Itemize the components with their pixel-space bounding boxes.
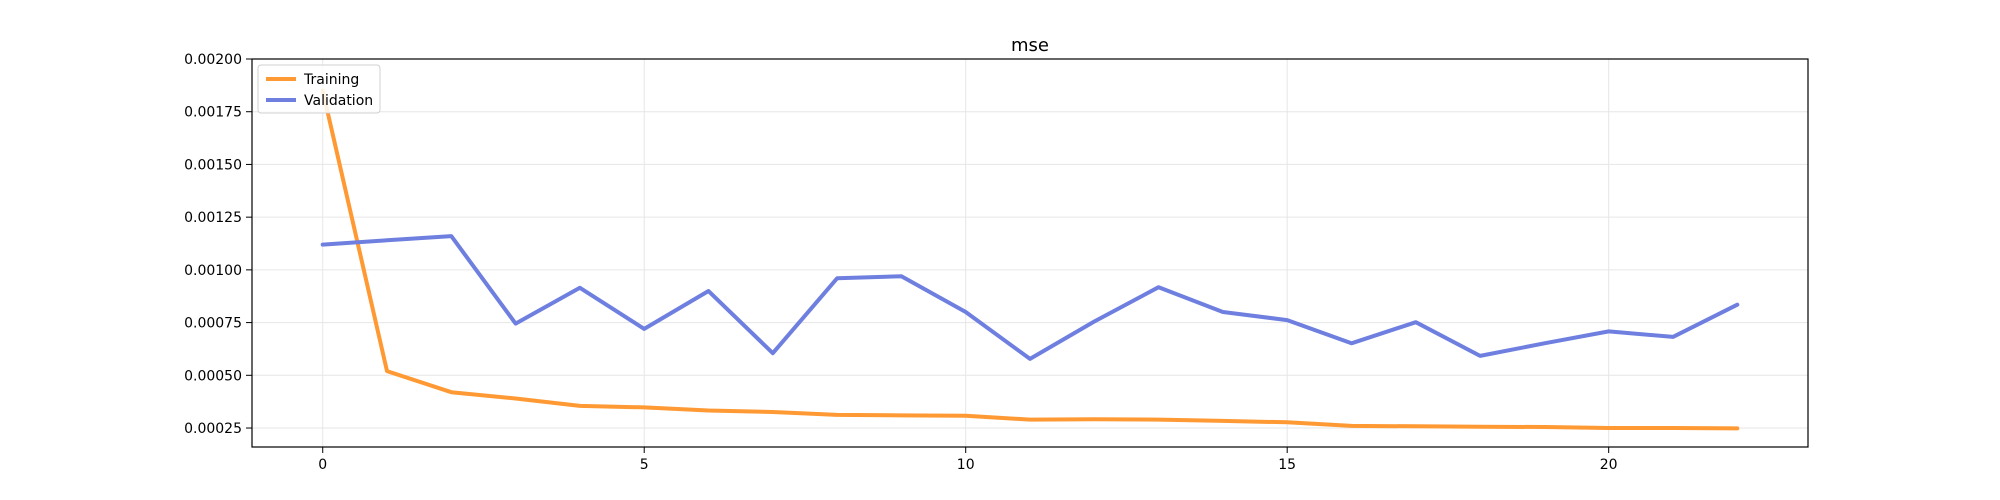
legend-label-training: Training	[303, 72, 359, 88]
x-tick-label: 5	[640, 457, 649, 473]
series-lines	[320, 88, 1740, 431]
y-tick-label: 0.00025	[184, 421, 242, 437]
legend-label-validation: Validation	[304, 93, 373, 109]
x-tick-label: 15	[1278, 457, 1296, 473]
y-tick-label: 0.00150	[184, 157, 242, 173]
y-tick-label: 0.00100	[184, 263, 242, 279]
axis-ticks: 0 5 10 15 20 0.00025 0.00050 0.00075 0.00100 0.00…	[184, 52, 1617, 473]
y-tick-label: 0.00050	[184, 368, 242, 384]
y-tick-label: 0.00075	[184, 316, 242, 332]
x-tick-label: 0	[318, 457, 327, 473]
chart-title: mse	[1011, 35, 1049, 56]
y-tick-label: 0.00175	[184, 105, 242, 121]
x-tick-label: 10	[957, 457, 975, 473]
legend: Training Validation	[257, 64, 381, 114]
x-tick-label: 20	[1600, 457, 1618, 473]
series-line-validation	[320, 234, 1740, 361]
y-tick-label: 0.00125	[184, 210, 242, 226]
grid	[252, 58, 1808, 447]
plot-area-frame	[251, 58, 1809, 448]
series-line-training	[320, 88, 1740, 431]
y-tick-label: 0.00200	[184, 52, 242, 68]
